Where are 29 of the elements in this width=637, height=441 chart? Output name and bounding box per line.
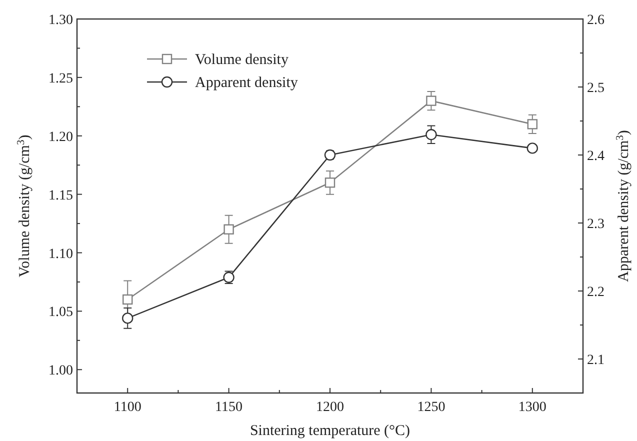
x-tick-label: 1150 — [215, 400, 243, 415]
point — [122, 312, 134, 324]
y-tick-label: 1.20 — [48, 130, 73, 145]
y2-tick-label: 2.5 — [587, 81, 604, 96]
y-tick-label: 1.10 — [48, 246, 73, 262]
y-tick-label: 1.25 — [48, 71, 73, 86]
x-tick-label: 1200 — [316, 400, 344, 415]
point — [527, 119, 538, 130]
point — [426, 96, 436, 106]
x-tick-label: 1300 — [518, 400, 546, 415]
point — [122, 294, 133, 305]
legend-label: Volume density — [195, 52, 289, 68]
x-tick-label: 1250 — [417, 400, 446, 415]
point — [426, 129, 437, 140]
y-tick-label: 1.15 — [48, 188, 73, 204]
point — [224, 224, 234, 234]
point — [324, 178, 336, 188]
y2-tick-label: 2.3 — [587, 217, 604, 232]
x-tick-label: 1100 — [114, 400, 142, 415]
y2-tick-label: 2.1 — [587, 353, 604, 368]
y2-tick-label: 2.6 — [587, 13, 604, 28]
point — [526, 142, 538, 154]
legend-label: Apparent density — [195, 75, 298, 91]
x-axis-title: Sintering temperature (°C) — [250, 423, 410, 439]
y2-tick-label: 2.2 — [587, 285, 604, 300]
y-tick-label: 1.30 — [48, 13, 73, 28]
y2-tick-label: 2.4 — [587, 149, 604, 164]
y-tick-label: 1.05 — [48, 305, 73, 320]
y-tick-label: 1.00 — [48, 364, 73, 379]
